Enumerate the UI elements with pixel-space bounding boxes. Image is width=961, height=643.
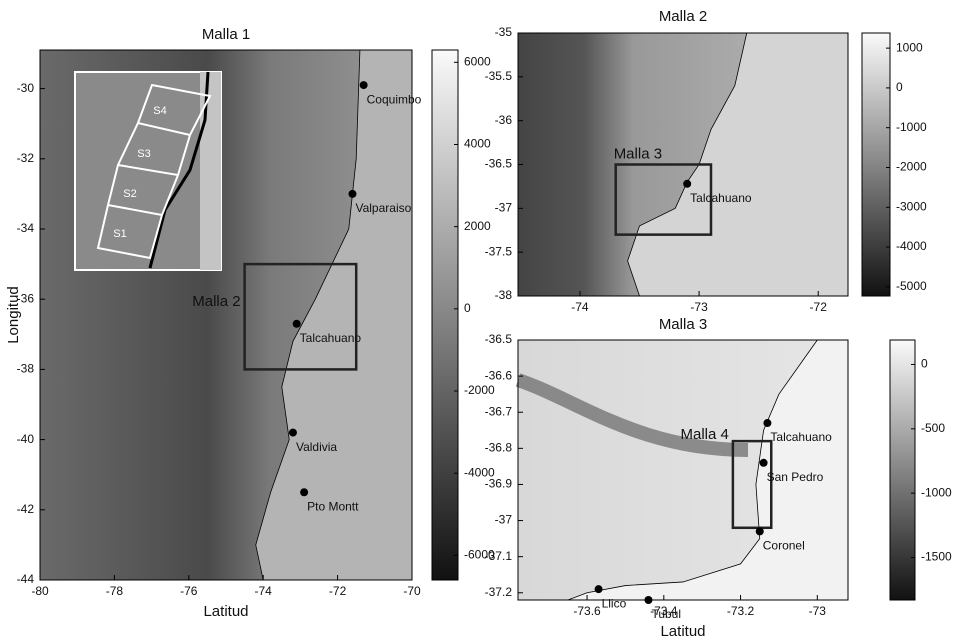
y-tick-label: -36.6	[485, 368, 513, 382]
y-tick-label: -37.5	[485, 244, 513, 258]
y-tick-label: -36.9	[485, 477, 513, 491]
y-tick-label: -35.5	[485, 69, 513, 83]
y-tick-label: -34	[17, 221, 35, 235]
y-tick-label: -42	[17, 502, 35, 516]
colorbar-tick-label: -1500	[921, 550, 952, 564]
colorbar-tick-label: 0	[896, 80, 903, 94]
place-marker	[348, 190, 356, 198]
place-marker	[289, 429, 297, 437]
x-tick-label: -78	[106, 584, 124, 598]
x-tick-label: -72	[329, 584, 347, 598]
y-tick-label: -38	[17, 362, 35, 376]
place-label: Tubul	[651, 607, 681, 621]
colorbar-tick-label: -2000	[464, 383, 495, 397]
x-axis-label: Latitud	[660, 623, 705, 640]
colorbar-tick-label: -2000	[896, 160, 927, 174]
place-label: Pto Montt	[307, 499, 359, 513]
grid-box-label: Malla 4	[681, 426, 729, 443]
colorbar-tick-label: -1000	[921, 485, 952, 499]
place-marker	[293, 320, 301, 328]
y-tick-label: -32	[17, 151, 35, 165]
x-tick-label: -73.6	[573, 604, 601, 618]
inset-land	[200, 72, 221, 270]
colorbar-tick-label: -3000	[896, 199, 927, 213]
segment-label: S4	[153, 105, 166, 117]
grid-box-label: Malla 3	[614, 145, 662, 162]
colorbar-tick-label: -5000	[896, 279, 927, 293]
place-label: Coronel	[763, 539, 805, 553]
y-tick-label: -36	[17, 291, 35, 305]
panel-title: Malla 1	[202, 26, 250, 43]
place-marker	[760, 459, 768, 467]
segment-label: S1	[113, 228, 126, 240]
colorbar-tick-label: 0	[464, 301, 471, 315]
colorbar-tick-label: 0	[921, 357, 928, 371]
place-label: Talcahuano	[770, 430, 832, 444]
y-tick-label: -30	[17, 81, 35, 95]
y-tick-label: -36.5	[485, 332, 513, 346]
colorbar-tick-label: -500	[921, 421, 945, 435]
x-tick-label: -74	[571, 300, 589, 314]
figure: Malla 1LatitudLongitud-80-78-76-74-72-70…	[0, 0, 961, 643]
place-label: Talcahuano	[300, 331, 362, 345]
place-marker	[595, 585, 603, 593]
colorbar-tick-label: 6000	[464, 54, 491, 68]
y-tick-label: -36.7	[485, 404, 513, 418]
y-tick-label: -40	[17, 432, 35, 446]
place-marker	[756, 527, 764, 535]
x-tick-label: -72	[810, 300, 828, 314]
y-tick-label: -35	[495, 25, 513, 39]
place-marker	[360, 81, 368, 89]
place-marker	[763, 419, 771, 427]
y-tick-label: -36.5	[485, 157, 513, 171]
colorbar-tick-label: -1000	[896, 120, 927, 134]
colorbar	[862, 33, 890, 296]
y-tick-label: -36	[495, 113, 513, 127]
x-axis-label: Latitud	[203, 603, 248, 620]
place-marker	[683, 180, 691, 188]
grid-box-label: Malla 2	[192, 293, 240, 310]
y-tick-label: -37	[495, 513, 513, 527]
panel-title: Malla 2	[659, 8, 707, 25]
segment-label: S2	[123, 188, 136, 200]
colorbar-tick-label: -4000	[896, 239, 927, 253]
place-label: Valdivia	[296, 440, 337, 454]
x-tick-label: -76	[180, 584, 198, 598]
place-label: Valparaiso	[355, 201, 411, 215]
colorbar-tick-label: 1000	[896, 40, 923, 54]
place-label: San Pedro	[767, 470, 824, 484]
colorbar	[432, 50, 458, 580]
y-tick-label: -37.2	[485, 585, 513, 599]
y-tick-label: -38	[495, 288, 513, 302]
x-tick-label: -74	[255, 584, 273, 598]
colorbar-tick-label: 2000	[464, 219, 491, 233]
y-tick-label: -44	[17, 572, 35, 586]
y-tick-label: -36.8	[485, 441, 513, 455]
colorbar-tick-label: 4000	[464, 137, 491, 151]
y-tick-label: -37	[495, 201, 513, 215]
place-label: Coquimbo	[367, 92, 422, 106]
panel-title: Malla 3	[659, 316, 707, 333]
place-label: Llico	[602, 596, 627, 610]
place-marker	[300, 488, 308, 496]
place-label: Talcahuano	[690, 191, 752, 205]
place-marker	[644, 596, 652, 604]
x-tick-label: -73	[690, 300, 708, 314]
x-tick-label: -73	[809, 604, 827, 618]
y-tick-label: -37.1	[485, 549, 513, 563]
segment-label: S3	[137, 148, 150, 160]
x-tick-label: -80	[31, 584, 49, 598]
x-tick-label: -73.2	[727, 604, 755, 618]
x-tick-label: -70	[403, 584, 421, 598]
colorbar	[890, 340, 915, 600]
